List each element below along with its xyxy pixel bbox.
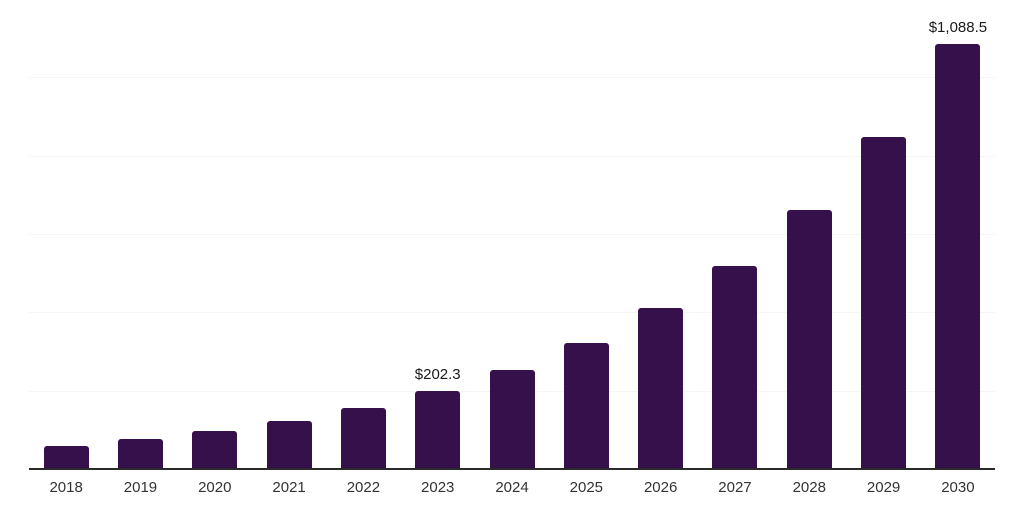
bars-group: $202.3 $1,088.5: [29, 0, 995, 470]
bar-2028: [786, 209, 832, 470]
x-tick-2025: 2025: [569, 479, 604, 496]
gridline-600: [29, 234, 995, 235]
x-tick-2027: 2027: [718, 479, 752, 496]
x-axis-tick-labels: 2018 2019 2020 2021 2022 2023 2024 2025 2026 2027…: [29, 479, 995, 496]
bar-slot-2021: [252, 0, 326, 470]
x-tick-2030: 2030: [941, 479, 975, 496]
x-tick-2024: 2024: [495, 479, 529, 496]
gridline-1000: [29, 77, 995, 79]
x-tick-2021: 2021: [272, 479, 306, 496]
plot-area: $202.3 $1,088.5: [29, 0, 995, 470]
bar-2022: [340, 407, 386, 470]
bar-2018: [43, 446, 89, 470]
bar-slot-2028: [772, 0, 846, 470]
bar-slot-2029: [846, 0, 920, 470]
bar-slot-2026: [624, 0, 698, 470]
x-tick-2022: 2022: [346, 479, 381, 496]
x-axis-line: [29, 468, 995, 470]
gridline-400: [29, 312, 995, 314]
x-tick-2019: 2019: [123, 479, 158, 496]
bar-2019: [117, 439, 163, 470]
bar-2029: [861, 137, 907, 470]
bar-2030: [935, 43, 981, 470]
bar-2025: [563, 343, 609, 470]
gridline-800: [29, 155, 995, 157]
bar-slot-2030: $1,088.5: [921, 0, 995, 470]
bar-slot-2022: [326, 0, 400, 470]
x-tick-2020: 2020: [198, 479, 232, 496]
x-tick-2029: 2029: [866, 479, 901, 496]
bar-slot-2023: $202.3: [401, 0, 475, 470]
bar-slot-2024: [475, 0, 549, 470]
bar-2026: [638, 308, 684, 470]
bar-slot-2027: [698, 0, 772, 470]
bar-slot-2018: [29, 0, 103, 470]
data-label-2023: $202.3: [414, 365, 461, 383]
x-tick-2026: 2026: [643, 479, 678, 496]
bar-slot-2020: [178, 0, 252, 470]
x-tick-2023: 2023: [421, 479, 455, 496]
x-tick-2028: 2028: [792, 479, 826, 496]
bar-2023: [415, 390, 461, 470]
bar-2020: [192, 431, 238, 470]
bar-slot-2025: [549, 0, 623, 470]
x-tick-2018: 2018: [49, 479, 83, 496]
bar-2024: [489, 370, 535, 470]
bar-2021: [266, 420, 312, 470]
bar-slot-2019: [103, 0, 177, 470]
data-label-2030: $1,088.5: [928, 18, 988, 36]
bar-2027: [712, 266, 758, 470]
